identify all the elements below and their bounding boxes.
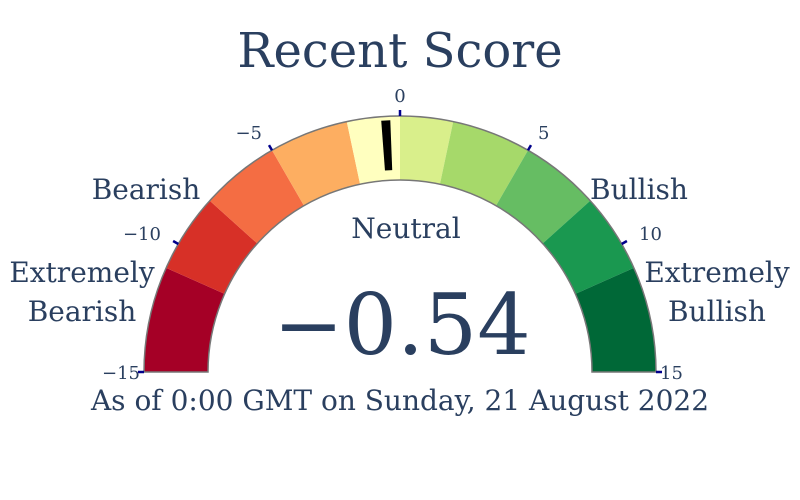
tick-label: 5 <box>538 123 549 144</box>
gauge-value: −0.54 <box>273 276 530 374</box>
band-label-extremely-bullish-line1: Extremely <box>644 256 790 289</box>
chart-title: Recent Score <box>237 23 562 79</box>
tick-label: −5 <box>235 123 262 144</box>
tick-label: −10 <box>123 224 161 245</box>
tick-label: −15 <box>102 363 140 384</box>
gauge-needle <box>381 120 393 171</box>
gauge-band-3 <box>209 150 304 244</box>
gauge-band-9 <box>542 200 634 294</box>
tick-mark <box>526 144 533 151</box>
tick-label: 15 <box>660 363 683 384</box>
gauge-needle-group <box>381 120 393 171</box>
gauge-band-1 <box>144 267 225 372</box>
band-label-bullish: Bullish <box>590 173 688 206</box>
band-label-bearish: Bearish <box>92 173 201 206</box>
gauge-band-7 <box>439 121 528 206</box>
band-label-extremely-bearish-line2: Bearish <box>28 295 137 328</box>
tick-mark <box>621 239 628 246</box>
tick-mark <box>172 239 179 246</box>
gauge-band-2 <box>166 200 258 294</box>
tick-label: 0 <box>394 86 405 107</box>
gauge-bands <box>144 116 656 372</box>
gauge-band-10 <box>575 267 656 372</box>
band-label-extremely-bullish-line2: Bullish <box>668 295 766 328</box>
gauge-outline <box>143 115 657 373</box>
tick-label: 10 <box>639 224 662 245</box>
gauge-band-6 <box>400 116 454 185</box>
tick-mark <box>267 144 274 151</box>
footnote: As of 0:00 GMT on Sunday, 21 August 2022 <box>90 384 709 417</box>
band-label-extremely-bearish-line1: Extremely <box>9 256 155 289</box>
gauge-ticks: −15 −10 −5 0 5 10 15 <box>102 86 683 384</box>
band-label-neutral: Neutral <box>351 212 460 245</box>
gauge-border <box>143 115 657 373</box>
gauge-band-4 <box>272 121 361 206</box>
gauge-band-8 <box>496 150 591 244</box>
